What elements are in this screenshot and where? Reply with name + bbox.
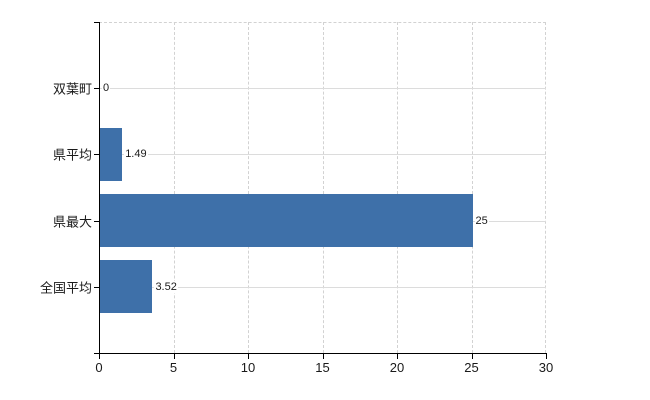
x-tick-mark: [322, 354, 324, 359]
x-tick-mark: [248, 354, 249, 359]
gridline-horizontal: [100, 286, 546, 288]
x-tick-mark: [99, 354, 100, 359]
x-tick-label: 20: [389, 360, 405, 375]
y-tick-mark: [94, 286, 99, 288]
value-label: 25: [474, 214, 489, 227]
x-tick-label: 5: [169, 360, 178, 375]
y-tick-mark: [94, 88, 99, 90]
gridline-vertical: [173, 22, 175, 353]
x-tick-label: 15: [315, 360, 330, 375]
gridline-vertical: [397, 22, 398, 353]
y-tick-mark: [94, 22, 99, 23]
x-tick-mark: [546, 354, 547, 359]
x-tick-mark: [173, 354, 175, 359]
gridline-horizontal: [100, 154, 546, 156]
gridline-vertical: [471, 22, 473, 353]
x-tick-mark: [471, 354, 473, 359]
value-label: 3.52: [154, 280, 178, 293]
y-tick-mark: [94, 154, 99, 156]
x-axis: [99, 353, 547, 354]
value-label: 1.49: [124, 148, 148, 161]
chart-bar: [100, 128, 122, 181]
y-axis: [99, 22, 100, 354]
y-tick-mark: [94, 353, 99, 354]
gridline-vertical: [322, 22, 324, 353]
category-label: 双葉町: [52, 81, 92, 97]
chart-bar: [100, 260, 152, 313]
gridline-horizontal: [100, 88, 546, 90]
x-tick-label: 0: [95, 360, 103, 375]
category-label: 全国平均: [39, 280, 92, 296]
x-tick-label: 10: [240, 360, 256, 375]
gridline-vertical: [248, 22, 249, 353]
category-label: 県最大: [52, 214, 92, 230]
x-tick-label: 25: [464, 360, 479, 375]
y-tick-mark: [94, 220, 99, 222]
chart-bar: [100, 194, 473, 247]
x-tick-mark: [397, 354, 398, 359]
x-tick-label: 30: [538, 360, 554, 375]
value-label: 0: [102, 82, 111, 95]
category-label: 県平均: [52, 147, 92, 163]
